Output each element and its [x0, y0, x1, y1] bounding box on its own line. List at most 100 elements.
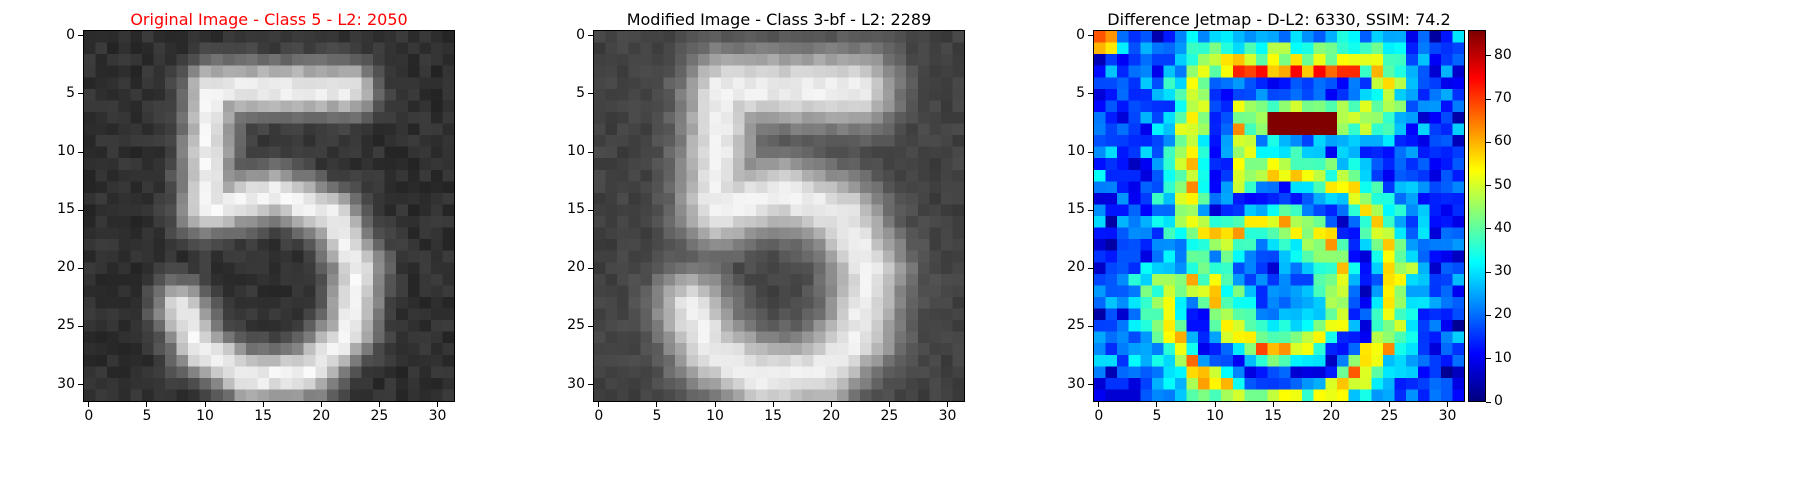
- x-tick: [1447, 402, 1449, 407]
- x-tick-label: 25: [880, 408, 899, 424]
- x-tick-label: 10: [1206, 408, 1224, 424]
- y-tick-label: 10: [57, 143, 75, 160]
- x-tick-label: 30: [1438, 408, 1457, 424]
- colorbar-tick-label: 0: [1494, 393, 1503, 409]
- x-tick: [1156, 402, 1158, 407]
- colorbar-tick: [1486, 185, 1491, 187]
- colorbar-tick: [1486, 358, 1491, 360]
- x-tick: [262, 402, 264, 407]
- colorbar-tick-label: 20: [1494, 306, 1512, 323]
- x-tick: [1214, 402, 1216, 407]
- x-tick-label: 5: [142, 408, 152, 424]
- x-tick: [888, 402, 890, 407]
- x-tick-label: 10: [196, 408, 214, 424]
- x-tick: [437, 402, 439, 407]
- y-tick-label: 10: [1067, 143, 1085, 160]
- y-tick: [78, 384, 83, 386]
- y-tick-label: 15: [57, 201, 75, 218]
- colorbar-tick-label: 40: [1494, 219, 1512, 236]
- y-tick: [1088, 267, 1093, 269]
- y-tick: [588, 325, 593, 327]
- colorbar-tick-label: 30: [1494, 263, 1512, 280]
- y-tick-label: 5: [1076, 84, 1085, 101]
- x-tick-label: 30: [938, 408, 957, 424]
- y-tick-label: 30: [567, 375, 585, 392]
- y-tick: [1088, 325, 1093, 327]
- y-tick: [588, 35, 593, 37]
- colorbar-tick: [1486, 141, 1491, 143]
- y-tick-label: 20: [567, 259, 585, 276]
- x-tick: [88, 402, 90, 407]
- y-tick: [78, 93, 83, 95]
- x-tick: [830, 402, 832, 407]
- panel-1-title: Original Image - Class 5 - L2: 2050: [130, 10, 408, 29]
- x-tick-label: 0: [1094, 408, 1104, 424]
- x-tick-label: 20: [312, 408, 331, 424]
- x-tick-label: 25: [1380, 408, 1399, 424]
- colorbar-tick: [1486, 401, 1491, 403]
- y-tick: [588, 384, 593, 386]
- colorbar: [1468, 30, 1486, 402]
- x-tick: [1330, 402, 1332, 407]
- y-tick-label: 5: [66, 84, 75, 101]
- y-tick-label: 20: [1067, 259, 1085, 276]
- colorbar-tick-label: 80: [1494, 46, 1512, 63]
- y-tick: [588, 209, 593, 211]
- x-tick: [378, 402, 380, 407]
- panel-2-title: Modified Image - Class 3-bf - L2: 2289: [626, 10, 932, 29]
- colorbar-tick-label: 50: [1494, 176, 1512, 193]
- y-tick: [78, 325, 83, 327]
- y-tick-label: 10: [567, 143, 585, 160]
- x-tick: [1272, 402, 1274, 407]
- colorbar-tick: [1486, 98, 1491, 100]
- x-tick-label: 30: [428, 408, 447, 424]
- x-tick: [947, 402, 949, 407]
- y-tick-label: 30: [57, 375, 75, 392]
- y-tick: [78, 35, 83, 37]
- panel-3-heatmap: [1094, 31, 1464, 401]
- x-tick: [320, 402, 322, 407]
- x-tick: [1098, 402, 1100, 407]
- y-tick: [78, 151, 83, 153]
- colorbar-tick-label: 60: [1494, 133, 1512, 150]
- x-tick-label: 15: [1264, 408, 1283, 424]
- colorbar-tick-label: 10: [1494, 349, 1512, 366]
- y-tick: [588, 93, 593, 95]
- panel-2-image-frame: [593, 30, 965, 402]
- colorbar-tick: [1486, 228, 1491, 230]
- x-tick: [714, 402, 716, 407]
- colorbar-tick: [1486, 55, 1491, 57]
- x-tick-label: 20: [822, 408, 841, 424]
- panel-1-heatmap: [84, 31, 454, 401]
- panel-3-title: Difference Jetmap - D-L2: 6330, SSIM: 74…: [1107, 10, 1451, 29]
- panel-3-image-frame: [1093, 30, 1465, 402]
- x-tick: [598, 402, 600, 407]
- y-tick-label: 0: [1076, 26, 1085, 43]
- y-tick: [1088, 209, 1093, 211]
- y-tick: [1088, 93, 1093, 95]
- y-tick: [78, 209, 83, 211]
- x-tick-label: 20: [1322, 408, 1341, 424]
- y-tick-label: 15: [567, 201, 585, 218]
- y-tick: [588, 267, 593, 269]
- y-tick-label: 20: [57, 259, 75, 276]
- x-tick-label: 10: [706, 408, 724, 424]
- y-tick-label: 25: [1067, 317, 1085, 334]
- x-tick-label: 15: [254, 408, 273, 424]
- y-tick: [78, 267, 83, 269]
- y-tick: [588, 151, 593, 153]
- colorbar-tick: [1486, 271, 1491, 273]
- x-tick-label: 25: [370, 408, 389, 424]
- x-tick-label: 5: [652, 408, 662, 424]
- x-tick-label: 0: [594, 408, 604, 424]
- x-tick: [656, 402, 658, 407]
- y-tick-label: 30: [1067, 375, 1085, 392]
- y-tick: [1088, 35, 1093, 37]
- x-tick: [772, 402, 774, 407]
- y-tick-label: 0: [576, 26, 585, 43]
- y-tick-label: 25: [567, 317, 585, 334]
- x-tick: [204, 402, 206, 407]
- x-tick: [146, 402, 148, 407]
- colorbar-gradient: [1469, 31, 1485, 401]
- panel-2-heatmap: [594, 31, 964, 401]
